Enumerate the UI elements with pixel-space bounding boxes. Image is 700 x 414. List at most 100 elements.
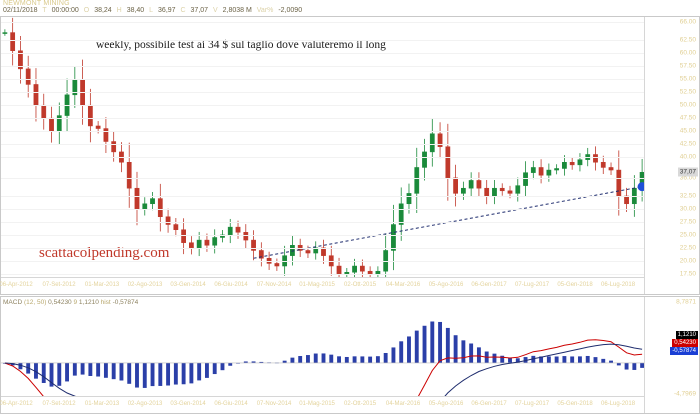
price-y-tick: 22.50	[679, 244, 696, 252]
macd-x-axis: 06-Apr-2012 07-Set-2012 01-Mar-2013 02-Ago-…	[0, 396, 644, 413]
gridline	[1, 273, 644, 275]
price-y-tick: 60.00	[679, 49, 696, 57]
header-high: 38,40	[126, 7, 145, 14]
price-x-tick: 06-Lug-2018	[601, 282, 636, 288]
site-watermark: scattacolpending.com	[39, 245, 170, 261]
header-low-label: L	[149, 7, 154, 14]
macd-x-tick: 06-Gen-2017	[471, 401, 507, 407]
price-y-tick: 40.00	[679, 153, 696, 161]
header-low: 36,97	[158, 7, 176, 14]
macd-name: MACD	[3, 299, 23, 306]
price-x-tick: 04-Mar-2016	[385, 282, 421, 288]
price-x-tick: 01-Mag-2015	[299, 282, 335, 288]
header-high-label: H	[116, 7, 122, 14]
macd-readout: MACD (12, 50) 0,54230 9 1,1210 hist -0,5…	[3, 299, 138, 306]
macd-x-tick: 02-Ago-2013	[127, 401, 163, 407]
price-x-tick: 07-Nov-2014	[256, 282, 292, 288]
macd-x-tick: 01-Mag-2015	[299, 401, 335, 407]
price-y-tick: 30.00	[679, 205, 696, 213]
macd-x-tick: 07-Set-2012	[42, 401, 76, 407]
price-x-tick: 06-Giu-2014	[214, 282, 248, 288]
gridline	[1, 234, 644, 236]
price-x-tick: 02-Ott-2015	[344, 282, 377, 288]
header-variation: -2,0090	[278, 7, 303, 14]
macd-x-tick: 07-Lug-2017	[515, 401, 550, 407]
macd-params: (12, 50)	[23, 299, 47, 306]
macd-panel[interactable]: 8,7871 -4,7969 1,1210 0,54230 -0,57874 0…	[0, 296, 700, 414]
price-x-tick: 05-Ago-2016	[428, 282, 464, 288]
price-x-tick: 07-Lug-2017	[515, 282, 550, 288]
header-open-label: O	[83, 7, 90, 14]
price-y-tick: 45.00	[679, 127, 696, 135]
gridline	[1, 105, 644, 107]
gridline	[1, 53, 644, 55]
macd-series	[1, 321, 644, 397]
gridline	[1, 247, 644, 249]
price-panel[interactable]: weekly, possibile test ai 34 $ sul tagli…	[0, 16, 700, 295]
macd-x-tick: 06-Giu-2014	[214, 401, 248, 407]
macd-bottom-tick: -4,7969	[673, 390, 696, 398]
price-y-tick: 50.00	[679, 101, 696, 109]
header-volume: 2,8038 M	[222, 7, 252, 14]
price-y-tick: 36.00	[679, 174, 696, 182]
gridline	[1, 177, 644, 179]
price-x-tick: 06-Apr-2012	[0, 282, 33, 288]
chart-header: NEWMONT MINING 02/11/2018 T 00:00:00 O 3…	[0, 0, 700, 16]
macd-x-tick: 05-Ago-2016	[428, 401, 464, 407]
macd-x-tick: 07-Nov-2014	[256, 401, 292, 407]
price-y-tick: 47.50	[679, 114, 696, 122]
gridline	[1, 208, 644, 210]
price-x-axis: 06-Apr-2012 07-Set-2012 01-Mar-2013 02-Ago-…	[0, 277, 644, 294]
price-y-tick: 27.50	[679, 218, 696, 226]
price-x-tick: 07-Set-2012	[42, 282, 76, 288]
price-x-tick: 06-Gen-2017	[471, 282, 507, 288]
price-x-tick: 03-Gen-2014	[170, 282, 206, 288]
macd-top-tick: 8,7871	[676, 298, 696, 306]
price-y-tick: 55.00	[679, 75, 696, 83]
macd-x-tick: 04-Mar-2016	[385, 401, 421, 407]
gridline	[1, 260, 644, 262]
gridline	[1, 22, 644, 24]
macd-signal-box: 1,1210	[675, 331, 698, 339]
header-close-label: C	[180, 7, 186, 14]
header-date: 02/11/2018	[3, 7, 38, 14]
gridline	[1, 92, 644, 94]
price-y-tick: 42.50	[679, 140, 696, 148]
macd-x-tick: 05-Gen-2018	[557, 401, 593, 407]
header-time-label: T	[42, 7, 47, 14]
price-y-tick: 52.50	[679, 88, 696, 96]
macd-value-box: 0,54230	[672, 339, 698, 347]
macd-plot-area[interactable]	[1, 297, 644, 397]
ohlc-readout: 02/11/2018 T 00:00:00 O 38,24 H 38,40 L …	[3, 7, 305, 14]
macd-x-tick: 03-Gen-2014	[170, 401, 206, 407]
header-time: 00:00:00	[51, 7, 79, 14]
gridline	[1, 118, 644, 120]
price-plot-area[interactable]: weekly, possibile test ai 34 $ sul tagli…	[1, 17, 644, 277]
gridline	[1, 221, 644, 223]
macd-value: 0,54230	[48, 299, 72, 306]
instrument-title: NEWMONT MINING	[3, 0, 70, 7]
macd-x-tick: 06-Lug-2018	[601, 401, 636, 407]
price-y-tick: 32.50	[679, 192, 696, 200]
macd-signal-param: 9	[73, 299, 78, 306]
price-x-tick: 02-Ago-2013	[127, 282, 163, 288]
price-y-tick: 17.50	[679, 270, 696, 278]
header-close: 37,07	[190, 7, 209, 14]
macd-hist-box: -0,57874	[670, 347, 698, 355]
gridline	[1, 157, 644, 159]
price-y-tick: 66.00	[679, 18, 696, 26]
gridline	[1, 144, 644, 146]
header-open: 38,24	[94, 7, 112, 14]
gridline	[1, 79, 644, 81]
header-volume-label: V	[213, 7, 218, 14]
price-y-tick: 62.50	[679, 36, 696, 44]
macd-x-tick: 02-Ott-2015	[344, 401, 377, 407]
macd-hist-value: -0,57874	[112, 299, 139, 306]
candlestick-series	[2, 17, 644, 277]
price-x-tick: 01-Mar-2013	[84, 282, 120, 288]
last-price-badge: 37,07	[677, 167, 698, 177]
price-y-tick: 20.00	[679, 257, 696, 265]
price-y-axis: 66.00 62.50 60.00 57.50 55.00 52.50 50.00 47.50…	[644, 17, 699, 294]
gridline	[1, 66, 644, 68]
